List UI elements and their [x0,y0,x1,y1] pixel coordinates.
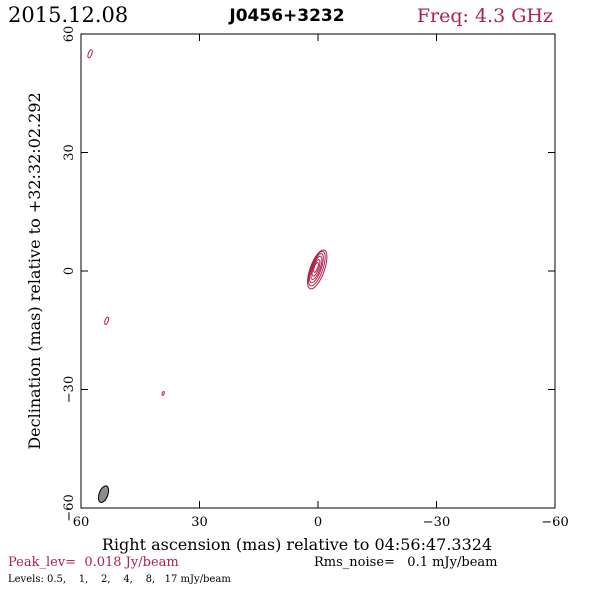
core-contour [313,262,319,273]
x-axis-label: Right ascension (mas) relative to 04:56:… [102,535,492,554]
x-tick-labels: 60 30 0 −30 −60 [73,515,569,530]
x-tick-label: 60 [73,515,90,530]
y-axis-label: Declination (mas) relative to +32:32:02.… [25,92,44,449]
source-name: J0456+3232 [228,6,344,26]
core-contour [309,253,324,284]
x-tick-label: 30 [191,515,208,530]
beam-ellipse [97,485,110,503]
y-tick-label: −60 [62,494,77,521]
y-tick-label: −30 [62,376,77,403]
x-tick-label: −60 [541,515,568,530]
y-tick-labels: 60 30 0 −30 −60 [62,26,77,522]
core-contour [311,259,321,277]
beam-shape [97,485,110,503]
noise-contour [104,316,110,326]
axis-ticks [80,33,556,509]
x-tick-label: 0 [314,515,322,530]
peak-level: Peak_lev= 0.018 Jy/beam [8,555,179,570]
contour-levels: Levels: 0.5, 1, 2, 4, 8, 17 mJy/beam [8,574,231,585]
core-contour [310,255,323,280]
contour-lines [87,49,328,396]
y-tick-label: 30 [62,144,77,161]
rms-noise: Rms_noise= 0.1 mJy/beam [314,555,497,570]
noise-contour [87,49,93,59]
y-tick-label: 60 [62,26,77,43]
core-contour [307,250,326,287]
observation-date: 2015.12.08 [8,3,128,27]
noise-contour [161,391,165,396]
y-tick-label: 0 [62,267,77,275]
frequency-label: Freq: 4.3 GHz [417,5,553,27]
x-tick-label: −30 [423,515,450,530]
core-contour [307,249,328,290]
